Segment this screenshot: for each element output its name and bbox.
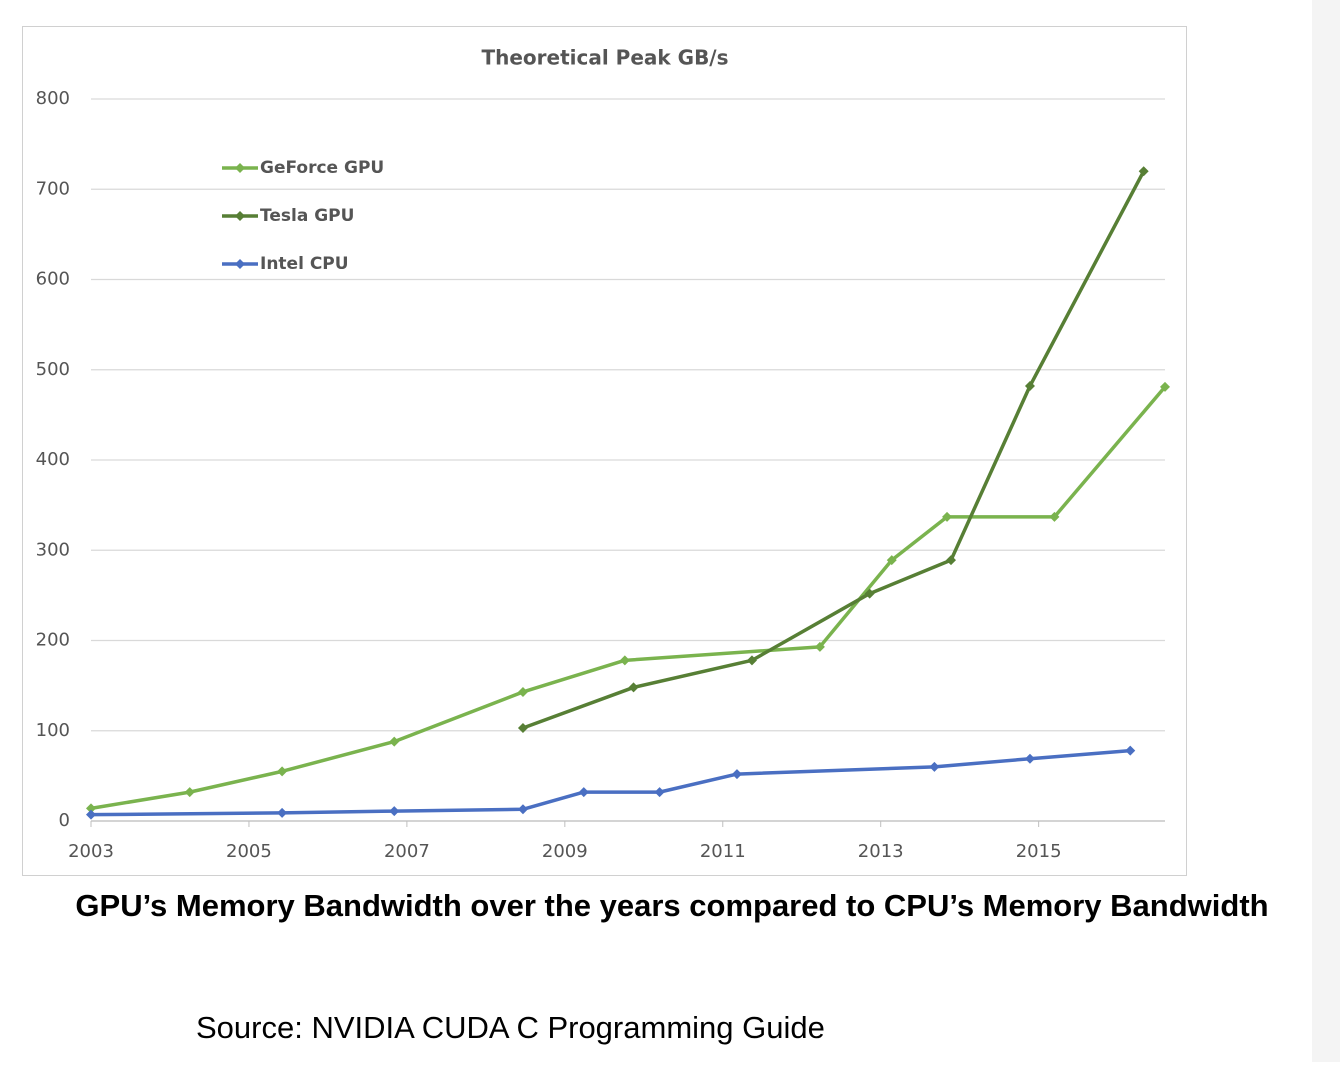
- point-marker: [277, 766, 288, 777]
- point-marker: [619, 655, 630, 666]
- source: Source: NVIDIA CUDA C Programming Guide: [196, 1010, 825, 1045]
- point-marker: [654, 787, 665, 798]
- side-strip: [1312, 0, 1340, 1062]
- y-tick-label: 200: [36, 630, 70, 651]
- legend-label: Intel CPU: [260, 254, 349, 274]
- legend-marker: [235, 259, 245, 269]
- legend-label: Tesla GPU: [260, 206, 354, 226]
- chart-title: Theoretical Peak GB/s: [481, 46, 728, 70]
- caption: GPU’s Memory Bandwidth over the years co…: [75, 888, 1268, 923]
- x-tick-label: 2007: [384, 841, 430, 862]
- legend-label: GeForce GPU: [260, 158, 384, 178]
- point-marker: [1138, 166, 1149, 177]
- point-marker: [929, 761, 940, 772]
- x-tick-label: 2013: [858, 841, 904, 862]
- legend-marker: [235, 211, 245, 221]
- point-marker: [517, 686, 528, 697]
- point-marker: [389, 806, 400, 817]
- x-tick-label: 2005: [226, 841, 272, 862]
- point-marker: [517, 804, 528, 815]
- legend-marker: [235, 163, 245, 173]
- y-tick-label: 300: [36, 539, 70, 560]
- y-tick-label: 700: [36, 178, 70, 199]
- point-marker: [184, 787, 195, 798]
- point-marker: [277, 807, 288, 818]
- x-tick-label: 2011: [700, 841, 746, 862]
- point-marker: [578, 787, 589, 798]
- y-tick-label: 400: [36, 449, 70, 470]
- x-tick-label: 2009: [542, 841, 588, 862]
- point-marker: [1049, 511, 1060, 522]
- point-marker: [886, 555, 897, 566]
- point-marker: [731, 769, 742, 780]
- point-marker: [814, 641, 825, 652]
- x-tick-label: 2003: [68, 841, 114, 862]
- series-line: [90, 748, 1131, 817]
- point-marker: [945, 555, 956, 566]
- point-marker: [517, 723, 528, 734]
- point-marker: [942, 511, 953, 522]
- y-tick-label: 0: [59, 810, 70, 831]
- x-tick-label: 2015: [1016, 841, 1062, 862]
- y-tick-label: 100: [36, 720, 70, 741]
- y-tick-label: 600: [36, 269, 70, 290]
- point-marker: [864, 588, 875, 599]
- point-marker: [1125, 745, 1136, 756]
- point-marker: [389, 736, 400, 747]
- point-marker: [86, 803, 96, 814]
- point-marker: [1024, 380, 1035, 391]
- chart-frame: [22, 26, 1187, 876]
- y-tick-label: 500: [36, 359, 70, 380]
- point-marker: [1160, 381, 1170, 392]
- point-marker: [1024, 753, 1035, 764]
- point-marker: [746, 655, 757, 666]
- point-marker: [86, 809, 96, 820]
- point-marker: [628, 682, 639, 693]
- y-tick-label: 800: [36, 88, 70, 109]
